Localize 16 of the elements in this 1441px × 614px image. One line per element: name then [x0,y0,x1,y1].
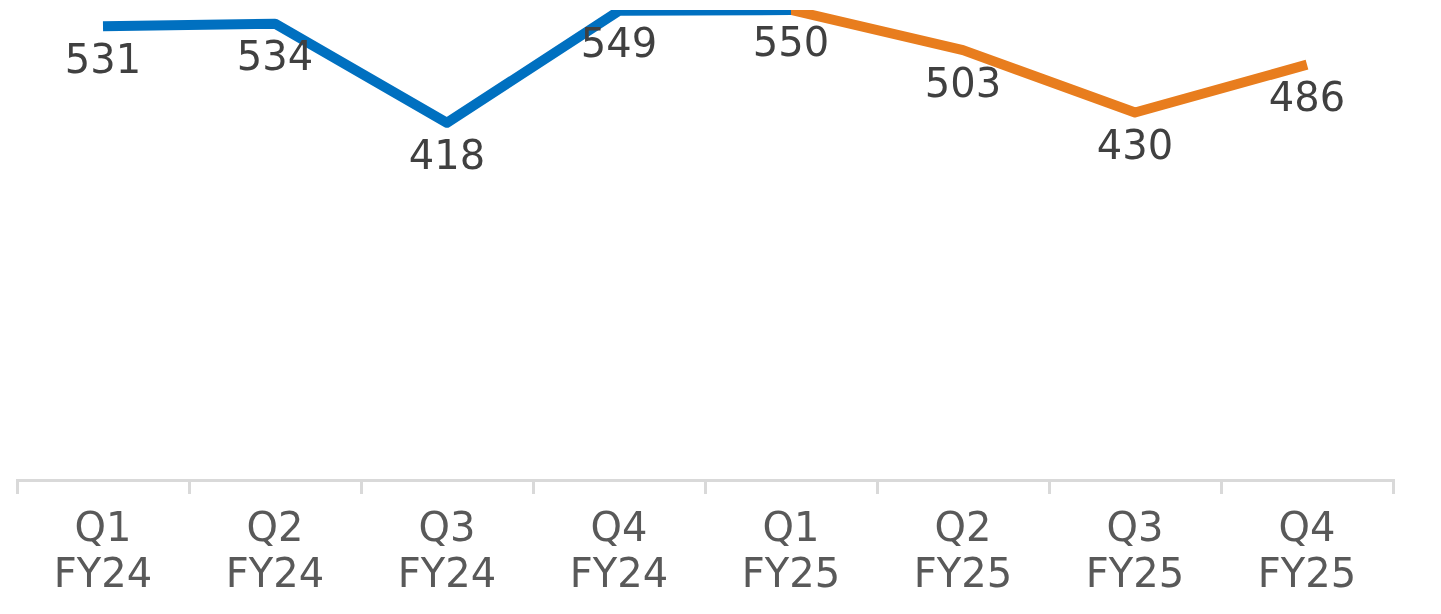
data-label: 486 [1268,74,1346,121]
x-tick-label: Q2 FY24 [225,504,325,597]
x-tick-label: Q2 FY25 [913,504,1013,597]
data-label: 550 [752,19,830,66]
x-tick-label: Q1 FY24 [53,504,153,597]
x-tick-label: Q1 FY25 [741,504,841,597]
x-tick-label: Q3 FY24 [397,504,497,597]
data-label: 430 [1096,121,1174,168]
x-tick-label: Q4 FY24 [569,504,669,597]
data-label: 549 [580,20,658,67]
data-label: 503 [924,59,1002,106]
x-tick-label: Q3 FY25 [1085,504,1185,597]
x-tick-label: Q4 FY25 [1257,504,1357,597]
data-label: 418 [408,132,486,179]
data-label: 531 [64,35,142,82]
data-label: 534 [236,33,314,80]
